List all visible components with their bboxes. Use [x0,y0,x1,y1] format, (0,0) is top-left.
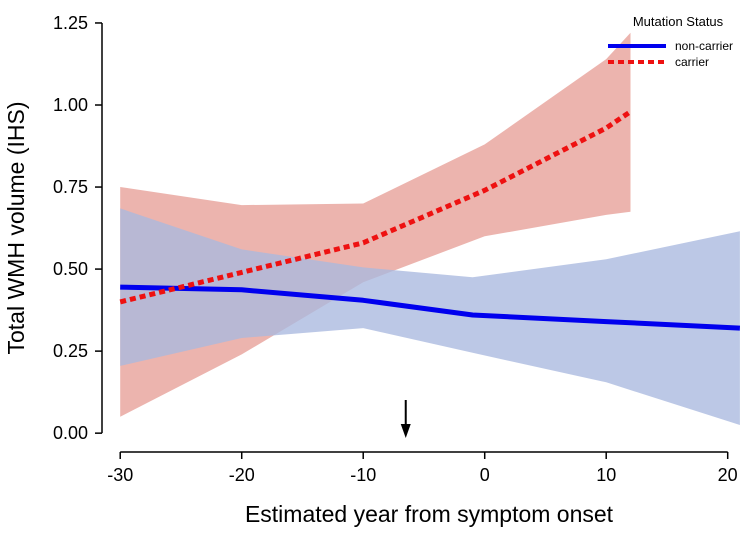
y-tick-label: 0.75 [53,177,88,197]
series-line-carrier [119,109,632,305]
y-tick-label: 0.50 [53,259,88,279]
axes: 0.00 0.25 0.50 0.75 1.00 1.25 -30 -20 -10 0 10 20 [53,13,738,485]
legend: Mutation Status non-carrier carrier [608,14,733,69]
confidence-bands [120,32,740,425]
series-line-non-carrier [120,284,741,331]
y-tick-label: 1.25 [53,13,88,33]
y-tick-label: 0.00 [53,423,88,443]
x-tick-label: 0 [480,465,490,485]
x-tick-label: -20 [229,465,255,485]
x-axis-title: Estimated year from symptom onset [245,501,614,527]
legend-title: Mutation Status [633,14,724,29]
legend-label-carrier: carrier [675,55,709,69]
x-tick-label: -10 [350,465,376,485]
x-tick-label: 10 [596,465,616,485]
annotation-arrow-head [400,424,411,438]
ci-band-non-carrier [120,208,740,425]
y-axis-title: Total WMH volume (IHS) [3,101,29,354]
legend-label-non-carrier: non-carrier [675,39,733,53]
series-lines [119,109,741,331]
x-tick-label: -30 [107,465,133,485]
x-tick-label: 20 [718,465,738,485]
annotation [400,400,411,438]
y-tick-label: 1.00 [53,95,88,115]
y-tick-label: 0.25 [53,341,88,361]
